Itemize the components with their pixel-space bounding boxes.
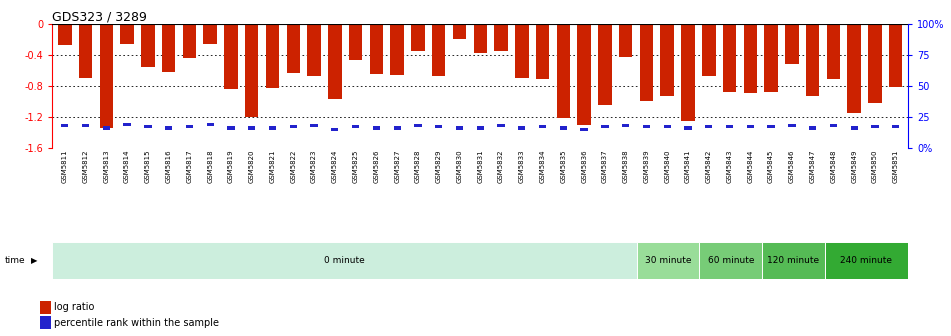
Bar: [830, 124, 837, 127]
Bar: [432, 24, 445, 76]
Bar: [52, 242, 637, 279]
Bar: [145, 125, 151, 128]
Bar: [495, 24, 508, 51]
Bar: [183, 24, 196, 58]
Bar: [744, 24, 757, 93]
Bar: [868, 24, 882, 103]
Bar: [453, 24, 466, 39]
Bar: [497, 124, 505, 127]
Bar: [185, 125, 193, 128]
Bar: [206, 123, 214, 126]
Bar: [702, 24, 715, 76]
Bar: [100, 24, 113, 128]
Bar: [560, 126, 567, 129]
Text: GDS323 / 3289: GDS323 / 3289: [52, 10, 147, 23]
Bar: [643, 125, 650, 128]
Bar: [786, 24, 799, 64]
Bar: [825, 242, 908, 279]
Bar: [124, 123, 130, 126]
Bar: [598, 24, 611, 105]
Bar: [204, 24, 217, 44]
Bar: [121, 24, 134, 44]
Bar: [286, 24, 300, 73]
Bar: [331, 128, 339, 131]
Bar: [809, 126, 816, 129]
Bar: [269, 126, 276, 129]
Bar: [637, 242, 699, 279]
Bar: [141, 24, 155, 67]
Bar: [601, 125, 609, 128]
Bar: [640, 24, 653, 101]
Bar: [535, 24, 550, 80]
Text: time: time: [5, 256, 26, 265]
Bar: [826, 24, 840, 80]
Bar: [892, 125, 900, 128]
Bar: [103, 126, 110, 129]
Bar: [805, 24, 820, 96]
Bar: [622, 124, 630, 127]
Bar: [577, 24, 591, 125]
Bar: [162, 24, 175, 73]
Bar: [456, 126, 463, 129]
Bar: [699, 242, 762, 279]
Bar: [227, 126, 235, 129]
Bar: [61, 124, 68, 127]
Bar: [723, 24, 736, 92]
Bar: [58, 24, 71, 45]
Text: 0 minute: 0 minute: [324, 256, 365, 265]
Bar: [661, 24, 674, 96]
Bar: [889, 24, 902, 87]
Bar: [556, 24, 570, 118]
Bar: [705, 125, 712, 128]
Bar: [664, 125, 670, 128]
Bar: [435, 125, 442, 128]
Bar: [619, 24, 632, 57]
Text: 30 minute: 30 minute: [645, 256, 691, 265]
Bar: [726, 125, 733, 128]
Bar: [370, 24, 383, 74]
Bar: [850, 126, 858, 129]
Text: 60 minute: 60 minute: [708, 256, 754, 265]
Bar: [307, 24, 320, 76]
Bar: [411, 24, 425, 51]
Bar: [165, 126, 172, 129]
Bar: [765, 24, 778, 92]
Bar: [685, 126, 691, 129]
Bar: [762, 242, 825, 279]
Text: log ratio: log ratio: [54, 302, 94, 312]
Bar: [515, 24, 529, 78]
Bar: [373, 126, 380, 129]
Text: percentile rank within the sample: percentile rank within the sample: [54, 318, 220, 328]
Bar: [248, 126, 256, 129]
Bar: [767, 125, 775, 128]
Bar: [245, 24, 259, 117]
Bar: [290, 125, 297, 128]
Bar: [681, 24, 695, 121]
Bar: [328, 24, 341, 99]
Bar: [394, 126, 400, 129]
Text: ▶: ▶: [31, 256, 38, 265]
Bar: [474, 24, 487, 53]
Bar: [539, 125, 546, 128]
Bar: [224, 24, 238, 89]
Bar: [747, 125, 754, 128]
Bar: [476, 126, 484, 129]
Bar: [352, 125, 359, 128]
Bar: [349, 24, 362, 60]
Text: 120 minute: 120 minute: [767, 256, 820, 265]
Bar: [391, 24, 404, 75]
Bar: [580, 128, 588, 131]
Bar: [788, 124, 795, 127]
Text: 240 minute: 240 minute: [841, 256, 892, 265]
Bar: [871, 125, 879, 128]
Bar: [847, 24, 861, 113]
Bar: [415, 124, 421, 127]
Bar: [82, 124, 89, 127]
Bar: [310, 124, 318, 127]
Bar: [79, 24, 92, 78]
Bar: [265, 24, 280, 88]
Bar: [518, 126, 526, 129]
